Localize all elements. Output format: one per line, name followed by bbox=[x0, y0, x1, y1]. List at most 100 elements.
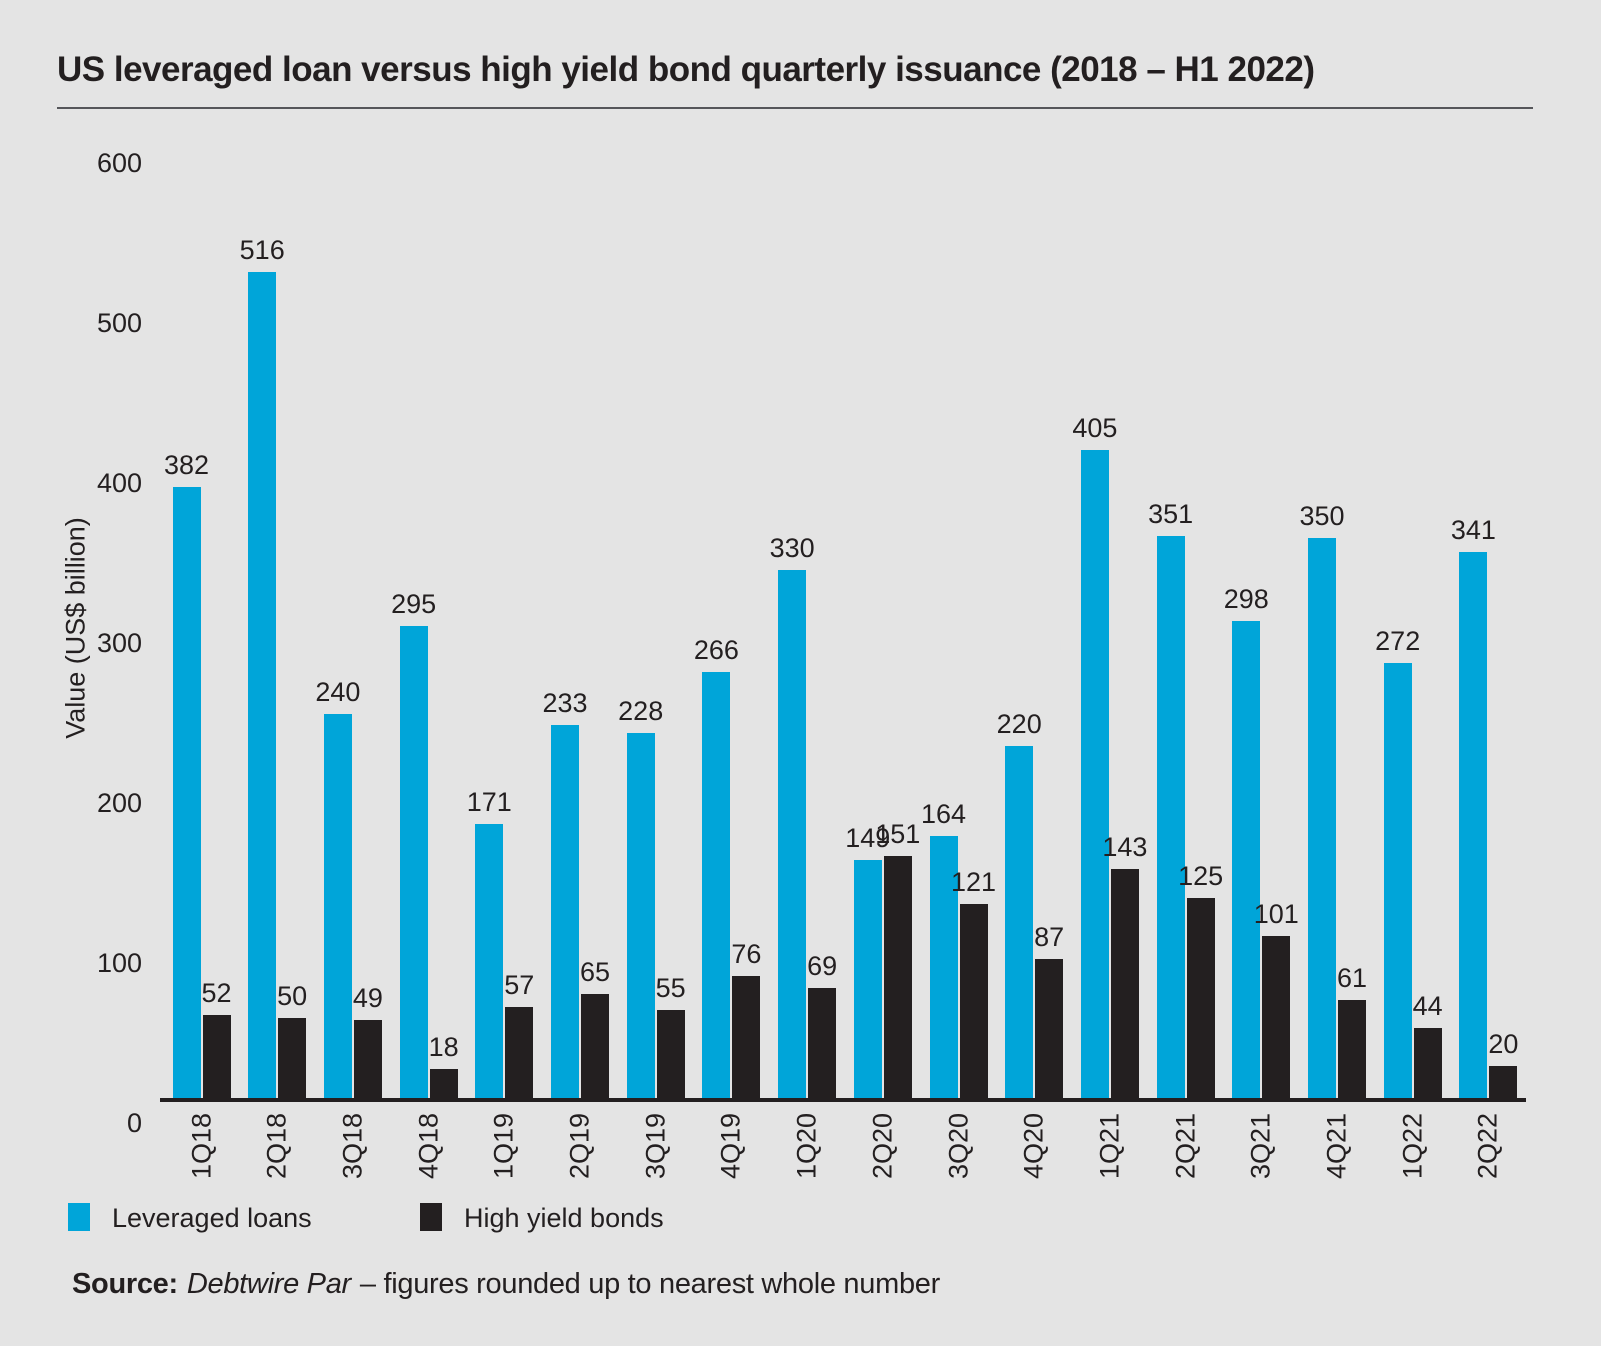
bar-high-yield-bonds-1Q22 bbox=[1413, 1027, 1442, 1098]
bar-leveraged-loans-2Q21 bbox=[1156, 536, 1185, 1098]
bar-leveraged-loans-4Q20 bbox=[1005, 746, 1034, 1098]
x-category-label: 4Q20 bbox=[1018, 1112, 1049, 1180]
bar-leveraged-loans-2Q22 bbox=[1459, 552, 1488, 1098]
legend-label-high-yield-bonds: High yield bonds bbox=[464, 1203, 664, 1233]
x-category-label: 1Q22 bbox=[1397, 1112, 1428, 1180]
bar-high-yield-bonds-4Q18 bbox=[429, 1069, 458, 1098]
y-tick-label: 200 bbox=[96, 788, 142, 818]
y-tick-label: 400 bbox=[96, 468, 142, 498]
bar-value-label: 57 bbox=[504, 969, 535, 1000]
y-tick-label: 600 bbox=[96, 148, 142, 178]
bar-value-label: 76 bbox=[731, 939, 762, 970]
bar-leveraged-loans-4Q21 bbox=[1308, 538, 1336, 1098]
bar-value-label: 20 bbox=[1488, 1029, 1519, 1059]
bar-value-label: 351 bbox=[1148, 499, 1194, 530]
bar-value-label: 220 bbox=[996, 709, 1042, 739]
x-category-label: 4Q19 bbox=[715, 1112, 746, 1180]
bar-leveraged-loans-1Q21 bbox=[1080, 450, 1109, 1098]
x-category-label: 2Q20 bbox=[867, 1112, 898, 1180]
bar-value-label: 121 bbox=[950, 867, 997, 898]
bar-high-yield-bonds-1Q19 bbox=[505, 1006, 534, 1098]
x-category-label: 1Q18 bbox=[186, 1112, 216, 1180]
bar-leveraged-loans-3Q20 bbox=[929, 835, 958, 1098]
bar-value-label: 164 bbox=[920, 798, 967, 829]
x-category-label: 2Q21 bbox=[1170, 1112, 1201, 1180]
bar-high-yield-bonds-3Q21 bbox=[1262, 936, 1291, 1098]
bar-value-label: 65 bbox=[579, 957, 611, 987]
y-tick-label: 100 bbox=[96, 948, 142, 978]
bar-value-label: 101 bbox=[1253, 899, 1299, 930]
bar-value-label: 171 bbox=[466, 787, 512, 818]
bar-leveraged-loans-4Q19 bbox=[702, 672, 731, 1098]
bar-leveraged-loans-3Q18 bbox=[323, 714, 352, 1098]
bar-high-yield-bonds-1Q21 bbox=[1110, 869, 1139, 1098]
bar-high-yield-bonds-1Q18 bbox=[202, 1014, 231, 1098]
bar-leveraged-loans-1Q22 bbox=[1383, 662, 1412, 1098]
bar-leveraged-loans-3Q19 bbox=[626, 733, 655, 1098]
bar-high-yield-bonds-2Q20 bbox=[883, 856, 912, 1098]
bar-high-yield-bonds-2Q19 bbox=[581, 994, 609, 1098]
legend-label-leveraged-loans: Leveraged loans bbox=[112, 1203, 312, 1233]
bar-high-yield-bonds-4Q21 bbox=[1338, 1000, 1366, 1098]
bar-value-label: 49 bbox=[352, 982, 383, 1013]
x-category-label: 4Q21 bbox=[1321, 1112, 1352, 1180]
bar-high-yield-bonds-3Q19 bbox=[656, 1010, 685, 1098]
bar-value-label: 143 bbox=[1102, 832, 1148, 863]
bar-high-yield-bonds-3Q18 bbox=[353, 1019, 382, 1098]
bar-value-label: 87 bbox=[1034, 921, 1065, 952]
x-category-label: 2Q22 bbox=[1472, 1112, 1503, 1180]
bar-leveraged-loans-1Q20 bbox=[778, 570, 807, 1098]
bar-high-yield-bonds-4Q20 bbox=[1035, 958, 1064, 1098]
x-category-label: 1Q21 bbox=[1094, 1112, 1125, 1180]
bar-value-label: 350 bbox=[1299, 501, 1345, 531]
bar-high-yield-bonds-2Q22 bbox=[1489, 1066, 1518, 1098]
bar-value-label: 266 bbox=[693, 635, 739, 666]
bar-value-label: 330 bbox=[769, 533, 815, 563]
bar-value-label: 125 bbox=[1178, 861, 1224, 891]
bar-value-label: 69 bbox=[807, 950, 838, 981]
bar-leveraged-loans-1Q18 bbox=[172, 486, 201, 1098]
x-category-label: 3Q19 bbox=[640, 1112, 671, 1180]
bar-value-label: 50 bbox=[277, 981, 308, 1011]
bar-high-yield-bonds-3Q20 bbox=[959, 904, 988, 1098]
y-tick-label: 300 bbox=[96, 628, 142, 658]
bar-high-yield-bonds-2Q18 bbox=[278, 1018, 307, 1098]
x-category-label: 1Q20 bbox=[791, 1112, 822, 1180]
y-tick-label: 0 bbox=[126, 1108, 142, 1138]
bar-value-label: 52 bbox=[201, 977, 232, 1008]
bar-high-yield-bonds-1Q20 bbox=[808, 987, 837, 1098]
bar-value-label: 61 bbox=[1336, 963, 1368, 994]
bar-value-label: 272 bbox=[1375, 625, 1421, 656]
bar-high-yield-bonds-2Q21 bbox=[1186, 898, 1215, 1098]
bar-value-label: 382 bbox=[163, 449, 210, 480]
x-axis-line bbox=[160, 1098, 1526, 1102]
bar-value-label: 341 bbox=[1450, 515, 1496, 546]
source-publication: Debtwire Par bbox=[186, 1268, 351, 1300]
bar-value-label: 55 bbox=[655, 973, 686, 1003]
bar-leveraged-loans-4Q18 bbox=[399, 626, 428, 1098]
bar-leveraged-loans-2Q20 bbox=[853, 859, 882, 1098]
x-category-label: 3Q18 bbox=[337, 1112, 368, 1180]
y-tick-label: 500 bbox=[96, 308, 142, 338]
bar-leveraged-loans-2Q18 bbox=[248, 272, 277, 1098]
source-text: – figures rounded up to nearest whole nu… bbox=[359, 1268, 940, 1300]
bar-value-label: 44 bbox=[1412, 990, 1443, 1021]
x-category-label: 1Q19 bbox=[488, 1112, 519, 1180]
x-category-label: 2Q19 bbox=[564, 1112, 595, 1180]
bar-value-label: 228 bbox=[618, 696, 664, 727]
chart-title: US leveraged loan versus high yield bond… bbox=[57, 50, 1315, 89]
bar-high-yield-bonds-4Q19 bbox=[732, 976, 761, 1098]
legend-swatch-leveraged-loans bbox=[68, 1203, 90, 1231]
bar-value-label: 295 bbox=[391, 589, 437, 619]
bar-value-label: 516 bbox=[239, 235, 285, 266]
source-note: Source: Debtwire Par – figures rounded up … bbox=[72, 1268, 940, 1301]
bar-leveraged-loans-1Q19 bbox=[475, 824, 504, 1098]
x-category-label: 2Q18 bbox=[261, 1112, 292, 1180]
x-category-label: 4Q18 bbox=[413, 1112, 444, 1180]
bar-leveraged-loans-2Q19 bbox=[551, 725, 579, 1098]
legend-swatch-high-yield-bonds bbox=[420, 1203, 442, 1231]
bar-leveraged-loans-3Q21 bbox=[1232, 621, 1261, 1098]
bar-value-label: 405 bbox=[1072, 413, 1118, 443]
x-category-label: 3Q20 bbox=[943, 1112, 973, 1180]
